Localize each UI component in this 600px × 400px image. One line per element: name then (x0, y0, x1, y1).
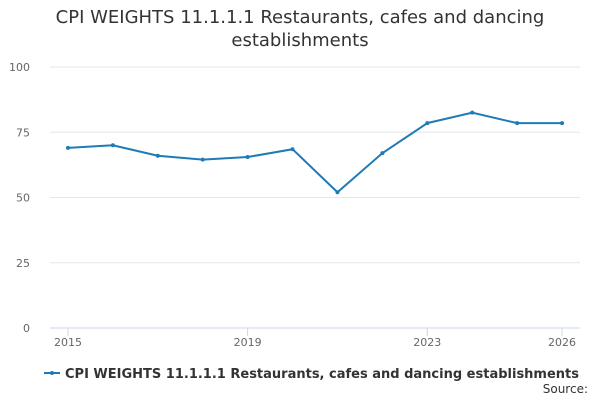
y-tick-label: 25 (16, 257, 30, 270)
x-tick-label: 2019 (234, 336, 262, 349)
x-tick-label: 2023 (413, 336, 441, 349)
source: Source: (543, 382, 588, 396)
point (560, 121, 565, 126)
legend-marker (50, 371, 54, 375)
point (425, 121, 430, 126)
legend-text: CPI WEIGHTS 11.1.1.1 Restaurants, cafes … (65, 367, 579, 382)
point (110, 143, 115, 148)
x-tick-label: 2026 (548, 336, 576, 349)
point (290, 147, 295, 152)
chart-title: CPI WEIGHTS 11.1.1.1 Restaurants, cafes … (55, 7, 545, 51)
point (65, 145, 70, 150)
series-line (67, 111, 563, 194)
point (335, 190, 340, 195)
point (470, 110, 475, 115)
point (515, 121, 520, 126)
point (200, 157, 205, 162)
point (380, 151, 385, 156)
point (245, 155, 250, 160)
y-tick-label: 0 (23, 322, 30, 335)
y-tick-label: 75 (16, 126, 30, 139)
x-tick-label: 2015 (54, 336, 82, 349)
y-tick-label: 100 (9, 61, 30, 74)
y-tick-label: 50 (16, 192, 30, 205)
point (155, 153, 160, 158)
